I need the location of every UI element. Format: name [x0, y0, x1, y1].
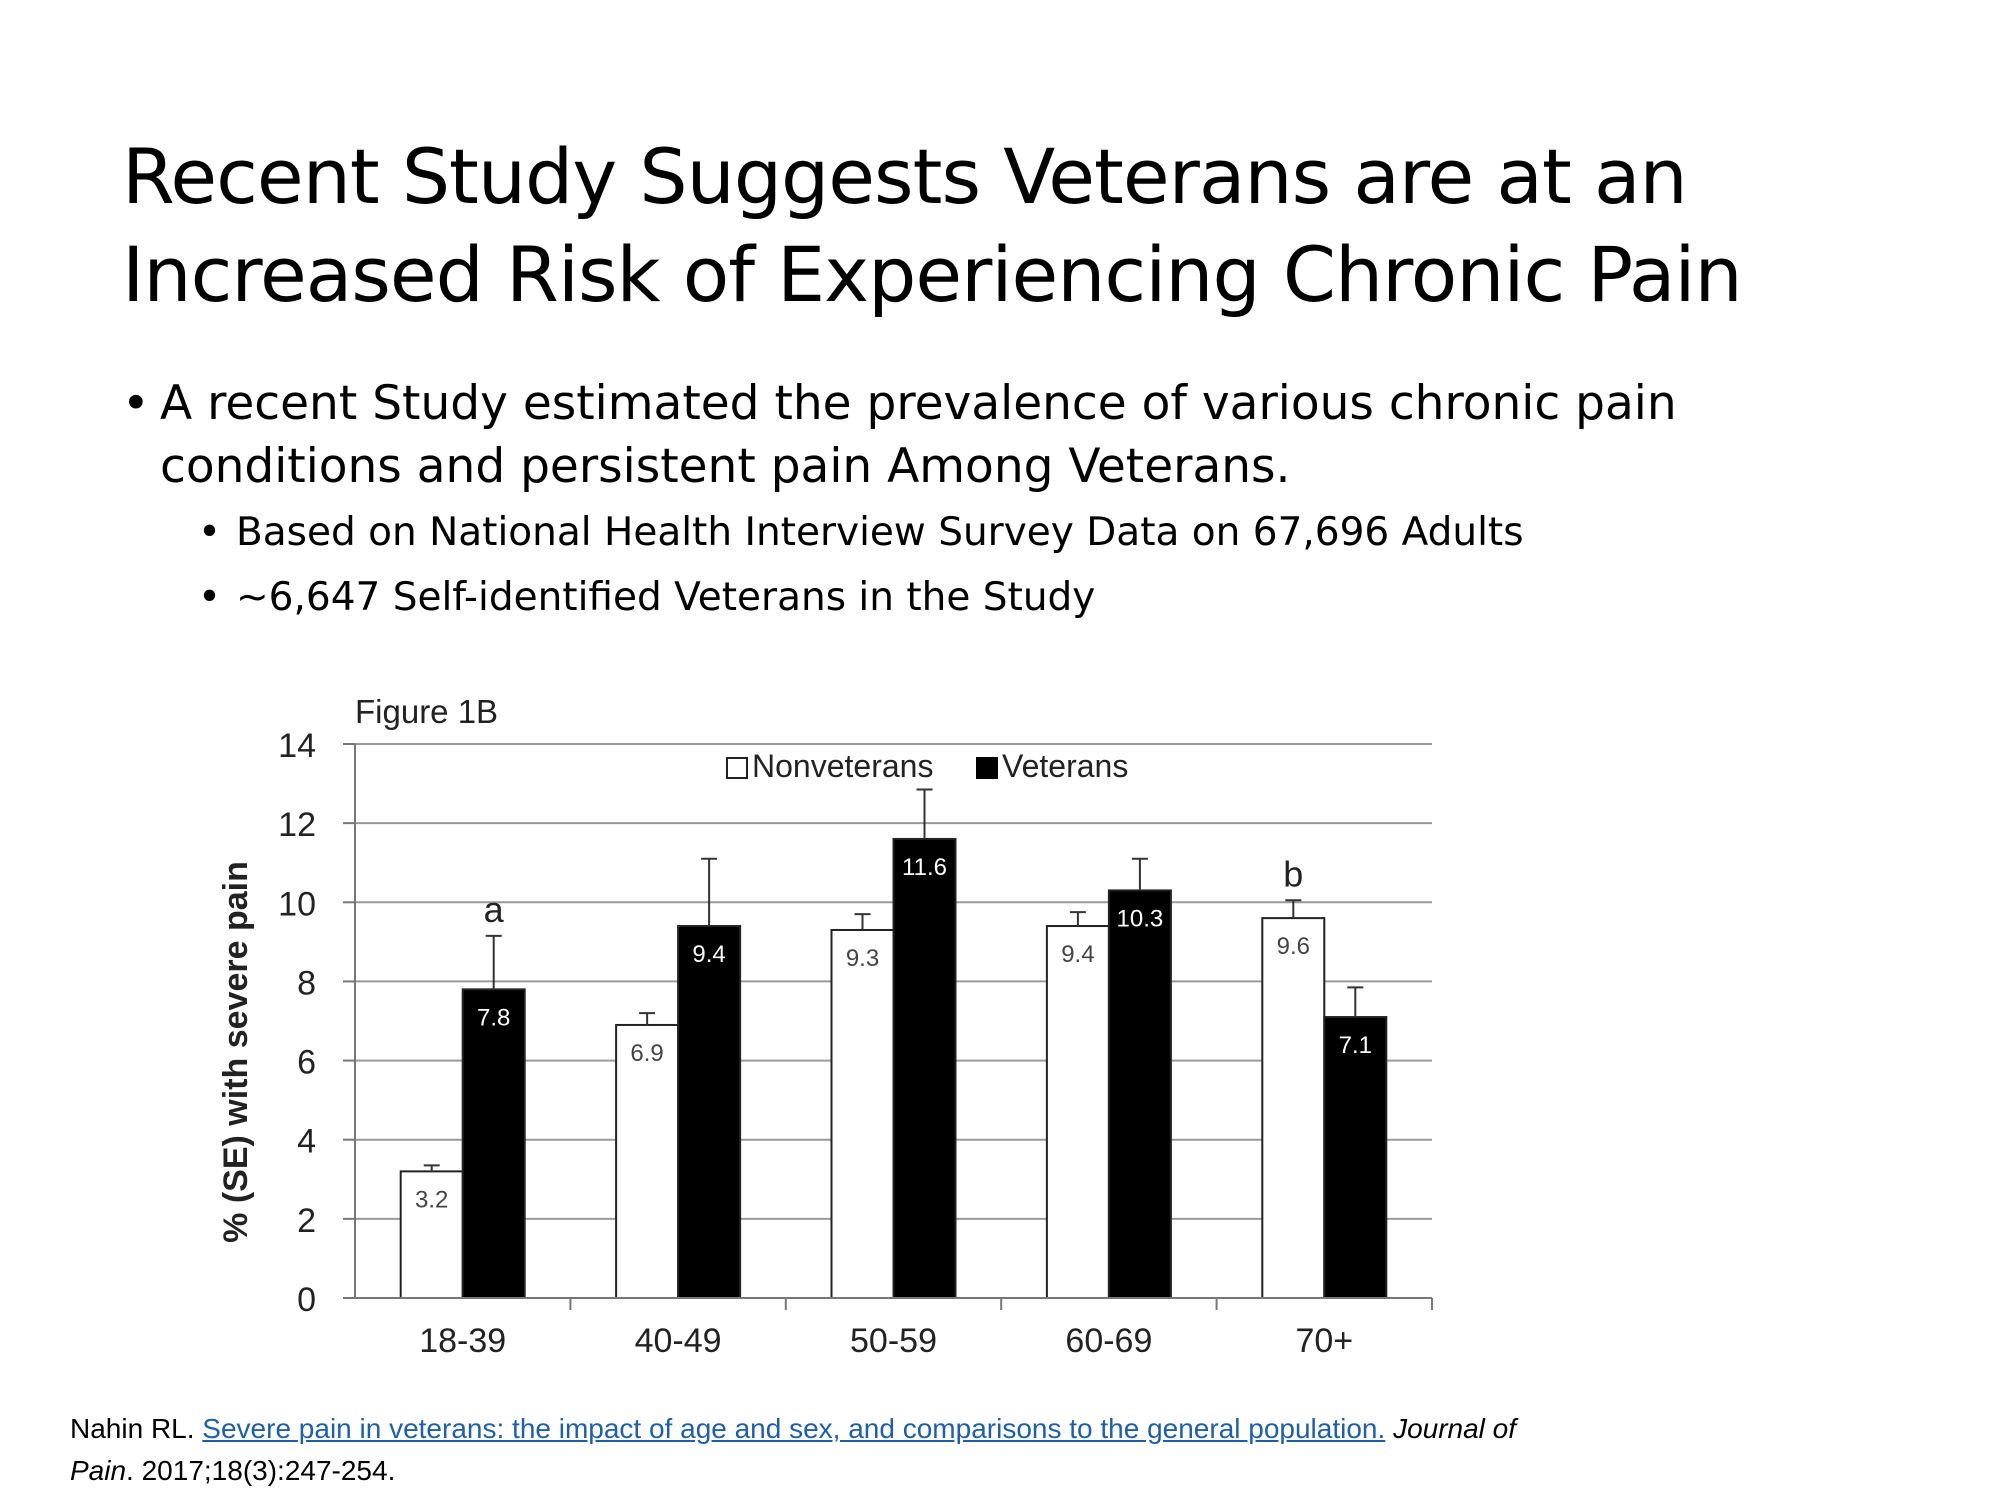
y-axis-title: % (SE) with severe pain	[217, 861, 255, 1243]
bar-nonveterans-60-69	[1045, 925, 1110, 1299]
data-label: 7.1	[1339, 1032, 1372, 1059]
y-tick-label: 12	[278, 806, 316, 844]
x-tick-label: 60-69	[1065, 1322, 1152, 1360]
citation: Nahin RL. Severe pain in veterans: the i…	[70, 1408, 1770, 1492]
y-tick-label: 10	[278, 885, 316, 923]
x-tick-label: 50-59	[850, 1322, 937, 1360]
chart-title: Figure 1B	[355, 693, 498, 730]
bar-veterans-70+	[1323, 1016, 1388, 1299]
data-label: 9.3	[846, 945, 879, 972]
legend-label-nonveterans: Nonveterans	[752, 748, 933, 784]
citation-article-link[interactable]: Severe pain in veterans: the impact of a…	[202, 1413, 1386, 1444]
sub-bullet-veterans: • ~6,647 Self-identified Veterans in the…	[122, 573, 1922, 623]
legend-label-veterans: Veterans	[1002, 748, 1128, 784]
y-tick-label: 0	[297, 1281, 316, 1319]
citation-journal-part-1: Journal of	[1393, 1413, 1517, 1444]
data-label: 10.3	[1117, 905, 1164, 932]
x-tick-label: 70+	[1295, 1322, 1353, 1360]
data-label: 9.6	[1277, 933, 1310, 960]
x-tick-label: 18-39	[419, 1322, 506, 1360]
bullet-main-line-1: A recent Study estimated the prevalence …	[160, 376, 1677, 431]
citation-details: . 2017;18(3):247-254.	[126, 1455, 396, 1486]
y-tick-label: 14	[278, 727, 316, 765]
significance-annotation: a	[484, 889, 505, 930]
y-tick-label: 2	[297, 1202, 316, 1240]
bar-veterans-18-39	[461, 988, 526, 1299]
slide-title: Recent Study Suggests Veterans are at an…	[122, 128, 1922, 324]
bar-veterans-40-49	[677, 925, 742, 1299]
chart-legend: Nonveterans Veterans	[726, 748, 1128, 784]
bullet-dot-icon: •	[198, 575, 222, 620]
bar-veterans-50-59	[892, 837, 957, 1299]
bullet-main-line-2: conditions and persistent pain Among Vet…	[160, 439, 1291, 494]
bar-nonveterans-70+	[1261, 917, 1326, 1299]
y-tick-label: 8	[297, 964, 316, 1002]
y-tick-label: 6	[297, 1044, 316, 1082]
sub-bullet-survey: • Based on National Health Interview Sur…	[122, 508, 1922, 558]
data-label: 6.9	[630, 1040, 663, 1067]
slide-title-line-2: Increased Risk of Experiencing Chronic P…	[122, 230, 1743, 319]
bullet-main: • A recent Study estimated the prevalenc…	[122, 372, 1922, 498]
data-label: 9.4	[1061, 941, 1094, 968]
citation-author: Nahin RL.	[70, 1413, 195, 1444]
data-label: 7.8	[477, 1004, 510, 1031]
bar-nonveterans-40-49	[615, 1023, 680, 1299]
legend-swatch-nonveterans	[726, 757, 748, 779]
y-tick-label: 4	[297, 1123, 316, 1161]
bullet-list: • A recent Study estimated the prevalenc…	[122, 372, 1922, 623]
bullet-dot-icon: •	[122, 376, 150, 431]
slide-title-line-1: Recent Study Suggests Veterans are at an	[122, 132, 1688, 221]
citation-journal-part-2: Pain	[70, 1455, 127, 1486]
bar-veterans-60-69	[1107, 889, 1172, 1300]
bar-nonveterans-50-59	[830, 928, 895, 1299]
bullet-dot-icon: •	[198, 510, 222, 555]
x-tick-label: 40-49	[635, 1322, 722, 1360]
data-label: 3.2	[415, 1186, 448, 1213]
significance-annotation: b	[1283, 853, 1303, 894]
sub-bullet-veterans-text: ~6,647 Self-identified Veterans in the S…	[236, 575, 1096, 620]
data-label: 11.6	[902, 854, 947, 881]
sub-bullet-survey-text: Based on National Health Interview Surve…	[236, 510, 1524, 555]
data-label: 9.4	[692, 941, 725, 968]
legend-swatch-veterans	[976, 757, 998, 779]
